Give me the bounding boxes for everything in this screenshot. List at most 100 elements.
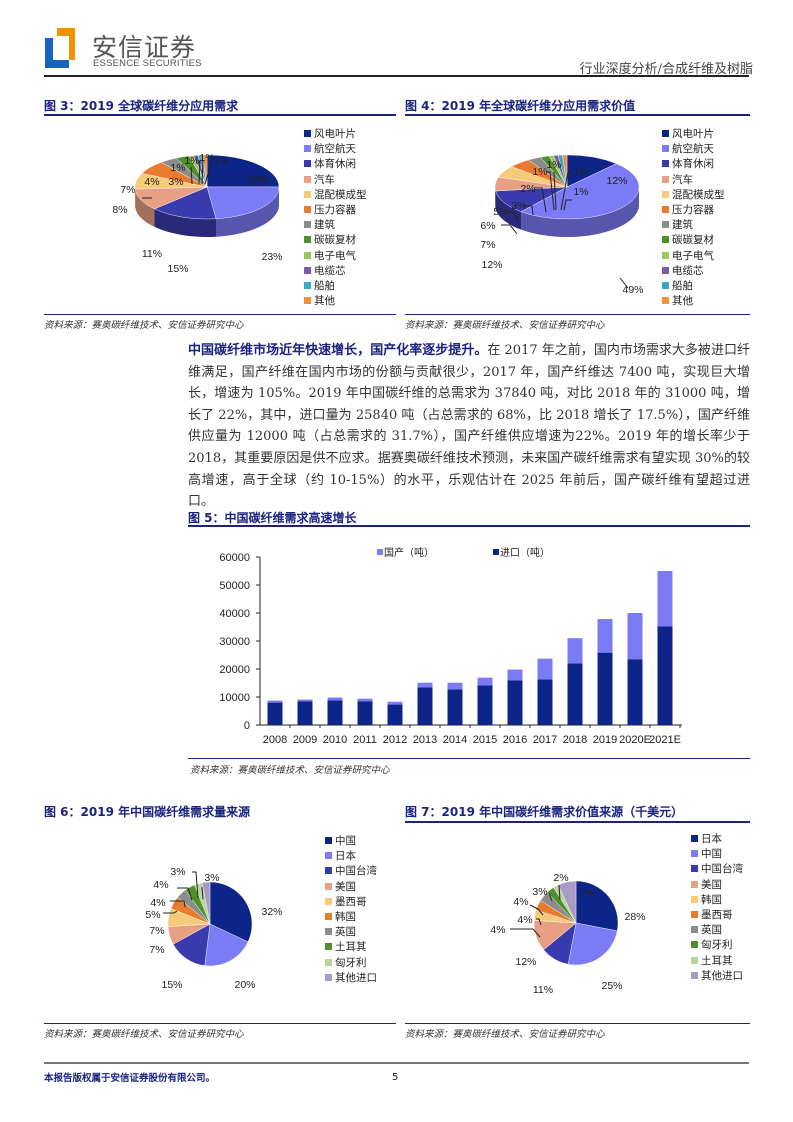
- svg-text:3%: 3%: [168, 176, 183, 188]
- legend-label: 压力容器: [314, 204, 356, 217]
- svg-text:1%: 1%: [532, 166, 547, 178]
- legend-swatch-icon: [691, 941, 698, 949]
- legend-label: 风电叶片: [672, 128, 714, 141]
- svg-text:5%: 5%: [145, 909, 160, 921]
- legend-label: 土耳其: [701, 954, 733, 967]
- legend-swatch-icon: [325, 852, 332, 860]
- svg-text:4%: 4%: [150, 897, 165, 909]
- legend-item: 美国: [691, 877, 743, 892]
- legend-swatch-icon: [325, 897, 332, 905]
- legend-label: 体育休闲: [314, 158, 356, 171]
- svg-text:3%: 3%: [532, 886, 547, 898]
- legend-swatch-icon: [662, 297, 669, 305]
- legend-swatch-icon: [662, 266, 669, 274]
- legend-item: 风电叶片: [662, 126, 725, 141]
- figure-7-legend: 日本 中国 中国台湾 美国 韩国 墨西哥 英国 匈牙利 土耳其 其他进口: [691, 831, 743, 983]
- legend-label: 电子电气: [672, 249, 714, 262]
- legend-label: 电缆芯: [672, 264, 704, 277]
- legend-swatch-icon: [304, 190, 311, 198]
- svg-text:12%: 12%: [481, 259, 502, 271]
- legend-label: 其他进口: [701, 969, 743, 982]
- legend-swatch-icon: [662, 251, 669, 259]
- legend-item: 压力容器: [662, 202, 725, 217]
- svg-text:7%: 7%: [579, 888, 594, 900]
- figure-7-pie-chart: 28% 25% 11% 12% 4% 4% 4% 3% 2% 7%: [490, 872, 645, 996]
- legend-item: 英国: [691, 922, 743, 937]
- legend-swatch-icon: [691, 880, 698, 888]
- svg-text:2009: 2009: [293, 734, 317, 746]
- legend-item: 土耳其: [691, 953, 743, 968]
- svg-text:1%: 1%: [546, 159, 561, 171]
- legend-swatch-icon: [304, 251, 311, 259]
- legend-item: 电缆芯: [662, 263, 725, 278]
- legend-label: 电子电气: [314, 249, 356, 262]
- svg-text:32%: 32%: [261, 906, 282, 918]
- legend-swatch-icon: [325, 928, 332, 936]
- legend-swatch-icon: [325, 837, 332, 845]
- figure-6-source-rule: [44, 1023, 396, 1024]
- svg-text:20000: 20000: [219, 664, 250, 676]
- figure-3-title: 图 3：2019 全球碳纤维分应用需求: [44, 99, 239, 113]
- figure-4-pie-chart: 12%49%12%7%6%5% 3%2%1%1%1%1%: [480, 154, 644, 296]
- legend-label: 航空航天: [672, 143, 714, 156]
- legend-swatch-icon: [662, 145, 669, 153]
- figure-4-source: 资料来源：赛奥碳纤维技术、安信证券研究中心: [405, 320, 605, 331]
- legend-item: 墨西哥: [325, 894, 377, 909]
- legend-swatch-icon: [662, 130, 669, 138]
- legend-item: 土耳其: [325, 939, 377, 954]
- legend-item: 日本: [325, 848, 377, 863]
- svg-text:11%: 11%: [533, 984, 553, 996]
- svg-text:15%: 15%: [167, 263, 188, 275]
- figure-4-rule: [405, 114, 750, 116]
- figure-6-source: 资料来源：赛奥碳纤维技术、安信证券研究中心: [44, 1029, 244, 1040]
- svg-text:2012: 2012: [383, 734, 407, 746]
- legend-label: 航空航天: [314, 143, 356, 156]
- svg-text:12%: 12%: [515, 956, 536, 968]
- svg-text:60000: 60000: [219, 552, 250, 564]
- legend-item: 压力容器: [304, 202, 367, 217]
- svg-text:7%: 7%: [120, 184, 135, 196]
- legend-swatch-icon: [325, 913, 332, 921]
- svg-text:进口（吨）: 进口（吨）: [500, 546, 550, 559]
- legend-swatch-icon: [325, 958, 332, 966]
- legend-swatch-icon: [662, 236, 669, 244]
- legend-swatch-icon: [691, 926, 698, 934]
- legend-item: 其他: [662, 293, 725, 308]
- legend-swatch-icon: [691, 865, 698, 873]
- legend-item: 中国台湾: [325, 863, 377, 878]
- legend-item: 日本: [691, 831, 743, 846]
- legend-label: 碳碳复材: [314, 234, 356, 247]
- page-number: 5: [392, 1072, 399, 1083]
- legend-item: 电子电气: [304, 248, 367, 263]
- svg-text:12%: 12%: [606, 175, 627, 187]
- svg-text:2017: 2017: [533, 734, 557, 746]
- legend-item: 建筑: [662, 217, 725, 232]
- legend-swatch-icon: [691, 835, 698, 843]
- legend-item: 建筑: [304, 217, 367, 232]
- legend-swatch-icon: [691, 895, 698, 903]
- svg-text:7%: 7%: [149, 944, 164, 956]
- figure-6-pie-chart: 32%20%15%7%7%5%4%4%3% 3%: [145, 866, 282, 991]
- legend-swatch-icon: [304, 160, 311, 168]
- legend-item: 其他: [304, 293, 367, 308]
- legend-label: 风电叶片: [314, 128, 356, 141]
- legend-label: 体育休闲: [672, 158, 714, 171]
- legend-item: 韩国: [325, 909, 377, 924]
- legend-item: 混配模成型: [304, 187, 367, 202]
- svg-text:28%: 28%: [624, 911, 645, 923]
- svg-text:2014: 2014: [443, 734, 467, 746]
- svg-text:1%: 1%: [170, 162, 185, 174]
- body-lead: 中国碳纤维市场近年快速增长，国产化率逐步提升。: [188, 343, 488, 358]
- footer-copyright: 本报告版权属于安信证券股份有限公司。: [44, 1073, 216, 1084]
- legend-swatch-icon: [304, 297, 311, 305]
- svg-text:1%: 1%: [573, 166, 588, 178]
- svg-text:50000: 50000: [219, 580, 250, 592]
- figure-3-pie-chart: 25%23%15%11%8%7%4% 3%1%1% 1%1%: [112, 152, 282, 275]
- svg-text:0: 0: [244, 720, 250, 732]
- legend-item: 匈牙利: [325, 955, 377, 970]
- figure-5-rule: [188, 525, 750, 527]
- legend-item: 英国: [325, 924, 377, 939]
- svg-text:25%: 25%: [601, 980, 622, 992]
- svg-text:3%: 3%: [204, 872, 219, 884]
- legend-label: 其他进口: [335, 971, 377, 984]
